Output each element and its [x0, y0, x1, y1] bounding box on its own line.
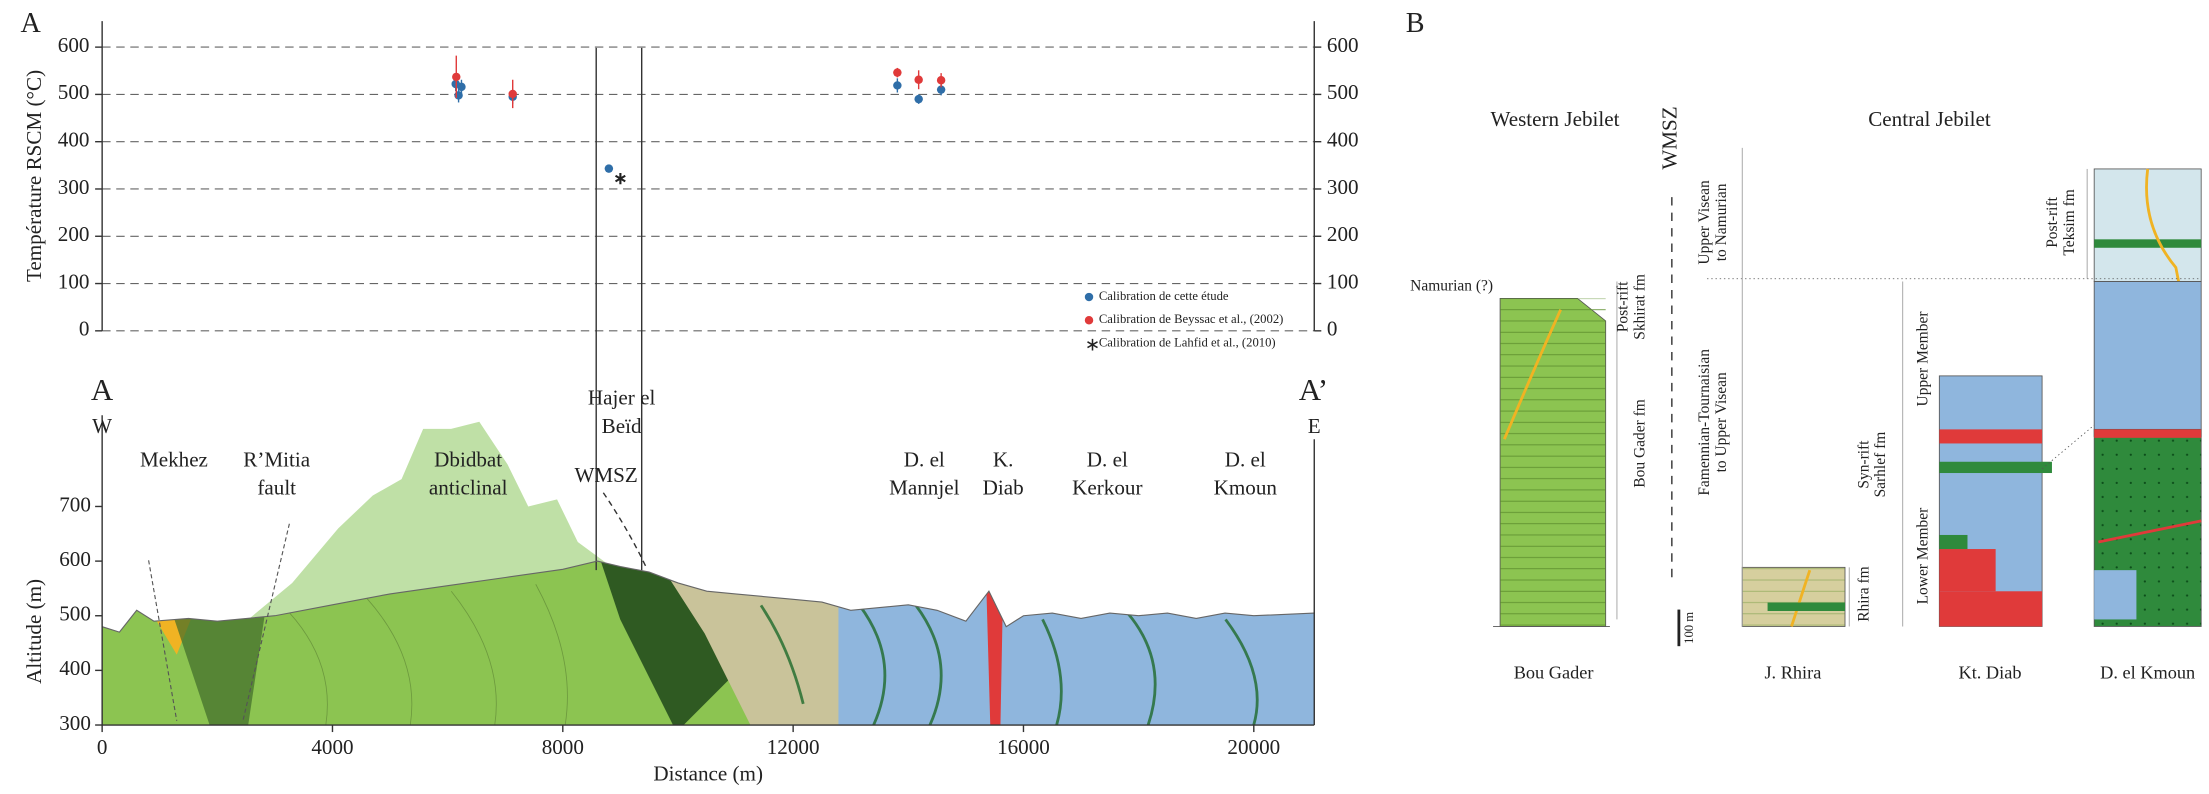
scale-label: 100 m	[1682, 612, 1696, 644]
point	[936, 75, 946, 85]
y2-tick-label: 300	[1327, 175, 1359, 199]
y-tick-label: 500	[59, 602, 91, 626]
point	[604, 164, 614, 173]
legend-label: Calibration de Beyssac et al., (2002)	[1099, 312, 1284, 326]
y2-tick-label: 500	[1327, 80, 1359, 104]
place-label: fault	[257, 476, 296, 500]
place-label: Dbidbat	[434, 448, 502, 472]
formation-label: Post-rift	[1615, 281, 1632, 332]
place-label: WMSZ	[574, 463, 637, 487]
stratigraphic-columns	[1493, 147, 2202, 647]
y-axis-title: Altitude (m)	[22, 579, 46, 684]
place-label: D. el	[904, 448, 945, 472]
region-title: Central Jebilet	[1868, 107, 1991, 131]
column-label: J. Rhira	[1764, 663, 1821, 683]
section-end: A	[91, 372, 114, 407]
y2-tick-label: 0	[1327, 317, 1338, 341]
legend-marker	[1084, 292, 1094, 302]
y-tick-label: 500	[58, 80, 90, 104]
x-tick-label: 20000	[1227, 735, 1280, 759]
legend-label: Calibration de Lahfid et al., (2010)	[1099, 335, 1276, 349]
place-label: Kerkour	[1072, 476, 1142, 500]
place-label: D. el	[1225, 448, 1266, 472]
column-label: Bou Gader	[1514, 663, 1594, 683]
section-end: A’	[1299, 372, 1328, 407]
place-label: Diab	[983, 476, 1024, 500]
y-tick-label: 200	[58, 222, 90, 246]
y-axis-title: Température RSCM (°C)	[22, 70, 46, 282]
formation-label: Post-rift	[2044, 196, 2061, 247]
y-tick-label: 400	[59, 656, 91, 680]
x-axis-title: Distance (m)	[653, 762, 763, 786]
y-tick-label: 600	[59, 547, 91, 571]
fault	[602, 492, 647, 567]
legend-marker: ∗	[1085, 335, 1100, 355]
fault-label: WMSZ	[1658, 106, 1682, 169]
place-label: anticlinal	[429, 476, 508, 500]
formation-label: Skhirat fm	[1631, 274, 1648, 340]
y-tick-label: 700	[59, 492, 91, 516]
place-label: R’Mitia	[243, 448, 310, 472]
column-label: Kt. Diab	[1958, 663, 2021, 683]
fault	[242, 523, 290, 721]
x-tick-label: 12000	[767, 735, 820, 759]
age-label: to Namurian	[1713, 183, 1730, 261]
point	[452, 72, 461, 82]
fault	[148, 560, 178, 721]
y-tick-label: 300	[59, 711, 91, 735]
legend-label: Calibration de cette étude	[1099, 289, 1229, 303]
y2-tick-label: 200	[1327, 222, 1359, 246]
point	[914, 94, 923, 104]
legend-marker	[1084, 316, 1094, 325]
point	[914, 75, 923, 84]
unit-label: Namurian (?)	[1410, 278, 1493, 295]
y-tick-label: 0	[79, 317, 90, 341]
y-tick-label: 600	[58, 33, 90, 57]
y2-tick-label: 400	[1327, 128, 1359, 152]
y2-tick-label: 100	[1327, 269, 1359, 293]
formation-label: Syn-rift	[1855, 440, 1872, 489]
x-tick-label: 0	[97, 735, 108, 759]
place-label: Mannjel	[889, 476, 959, 500]
point	[457, 82, 466, 92]
y2-tick-label: 600	[1327, 33, 1359, 57]
direction: W	[92, 414, 112, 438]
place-label: Hajer el	[588, 386, 656, 410]
x-tick-label: 8000	[542, 735, 584, 759]
member-label: Lower Member	[1914, 507, 1931, 604]
topography	[101, 560, 1315, 633]
member-label: Upper Member	[1914, 311, 1931, 407]
y-tick-label: 300	[58, 175, 90, 199]
panel-b-labels: Western Jebilet Central Jebilet WMSZ Nam…	[1410, 106, 2195, 682]
formation-label: Teksim fm	[2061, 189, 2078, 255]
y-tick-label: 100	[58, 269, 90, 293]
formation-label: Bou Gader fm	[1631, 399, 1648, 487]
age-label: Famennian-Tournaisian	[1696, 349, 1713, 496]
place-label: K.	[993, 448, 1014, 472]
point	[893, 68, 902, 77]
place-label: Beïd	[602, 414, 642, 438]
point	[508, 89, 517, 99]
age-label: Upper Visean	[1696, 180, 1713, 265]
age-label: to Upper Visean	[1713, 372, 1730, 472]
place-label: D. el	[1087, 448, 1128, 472]
x-tick-label: 16000	[997, 735, 1050, 759]
column-label: D. el Kmoun	[2100, 663, 2195, 683]
point	[614, 172, 626, 185]
direction: E	[1308, 414, 1321, 438]
x-tick-label: 4000	[311, 735, 353, 759]
panel-label: B	[1406, 8, 1425, 39]
place-label: Mekhez	[140, 448, 208, 472]
point	[936, 85, 946, 94]
panel-label: A	[20, 8, 41, 39]
formation-label: Sarhlef fm	[1872, 432, 1889, 498]
place-label: Kmoun	[1214, 476, 1278, 500]
region-title: Western Jebilet	[1490, 107, 1619, 131]
point	[893, 81, 902, 90]
formation-label: Rhira fm	[1855, 566, 1872, 621]
y-tick-label: 400	[58, 128, 90, 152]
